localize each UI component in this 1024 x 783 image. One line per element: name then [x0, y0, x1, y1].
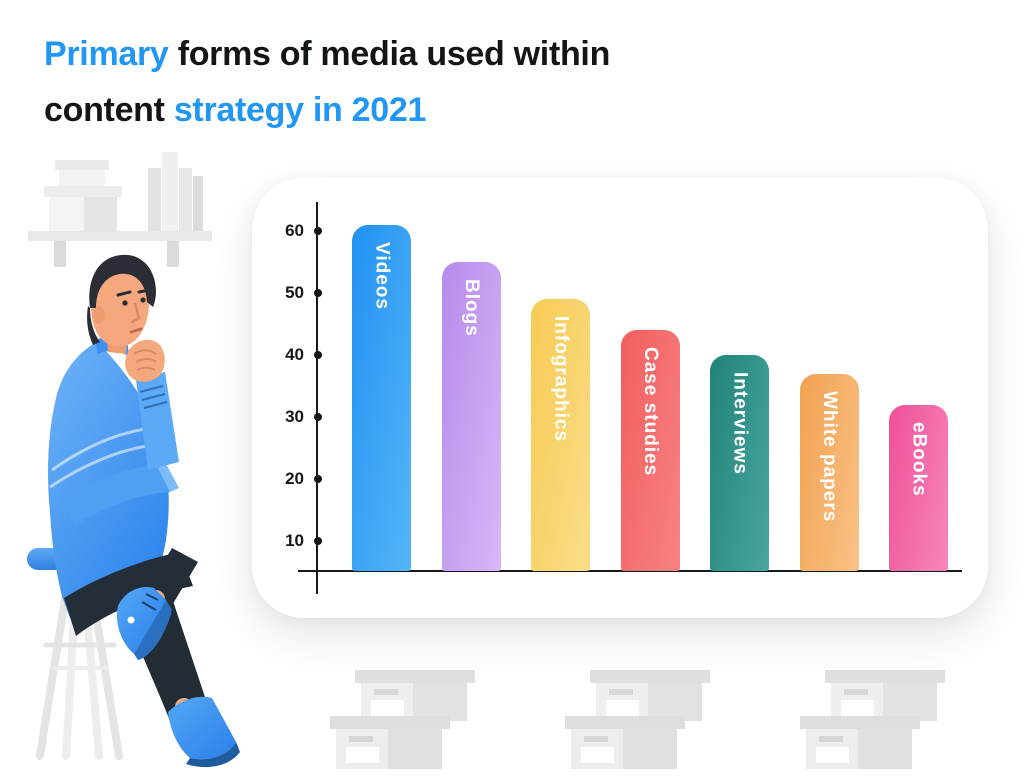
bar-case-studies: Case studies — [620, 330, 680, 571]
y-tick-label-10: 10 — [285, 531, 304, 550]
y-tick-dot-60 — [313, 227, 322, 235]
thinking-man-illustration — [48, 254, 240, 768]
title-accent: strategy in 2021 — [173, 91, 427, 129]
title-accent: Primary — [44, 35, 178, 73]
bar-label: Blogs — [461, 279, 482, 337]
chart-card: 10 20 30 40 50 60 Videos Blogs Infographics Case … — [252, 178, 988, 618]
bar-blogs: Blogs — [441, 262, 501, 571]
bar-ebooks: eBooks — [889, 404, 948, 571]
bar-label: Videos — [371, 241, 393, 310]
bar-label: eBooks — [908, 421, 930, 497]
title-line-1: Primary forms of media used within — [44, 26, 610, 82]
page-title: Primary forms of media used within conte… — [44, 26, 610, 138]
y-tick-label-60: 60 — [285, 221, 304, 240]
bar-label: Infographics — [550, 316, 572, 443]
bar-infographics: Infographics — [531, 299, 590, 571]
bar-label: Case studies — [640, 347, 661, 477]
y-tick-dot-10 — [313, 537, 322, 545]
storage-boxes-illustration — [330, 670, 945, 769]
title-text: forms of media used within — [177, 35, 611, 73]
y-tick-dot-30 — [313, 413, 322, 421]
bar-white-papers: White papers — [799, 373, 859, 571]
y-axis-line — [316, 202, 318, 594]
bar-label: Interviews — [729, 372, 751, 475]
wall-shelf-illustration — [28, 152, 212, 267]
y-tick-dot-20 — [313, 475, 322, 483]
y-tick-label-30: 30 — [285, 407, 304, 426]
bar-videos: Videos — [352, 224, 411, 571]
title-line-2: content strategy in 2021 — [44, 82, 610, 138]
y-tick-label-20: 20 — [285, 469, 304, 488]
y-tick-label-50: 50 — [285, 283, 304, 302]
y-tick-dot-50 — [313, 289, 322, 297]
x-axis-line — [298, 570, 962, 572]
title-text: content — [44, 91, 174, 129]
y-tick-dot-40 — [313, 351, 322, 359]
y-tick-label-40: 40 — [285, 345, 304, 364]
bar-label: White papers — [819, 390, 840, 522]
bar-chart: 10 20 30 40 50 60 Videos Blogs Infographics Case … — [252, 178, 988, 618]
bar-interviews: Interviews — [710, 355, 769, 571]
